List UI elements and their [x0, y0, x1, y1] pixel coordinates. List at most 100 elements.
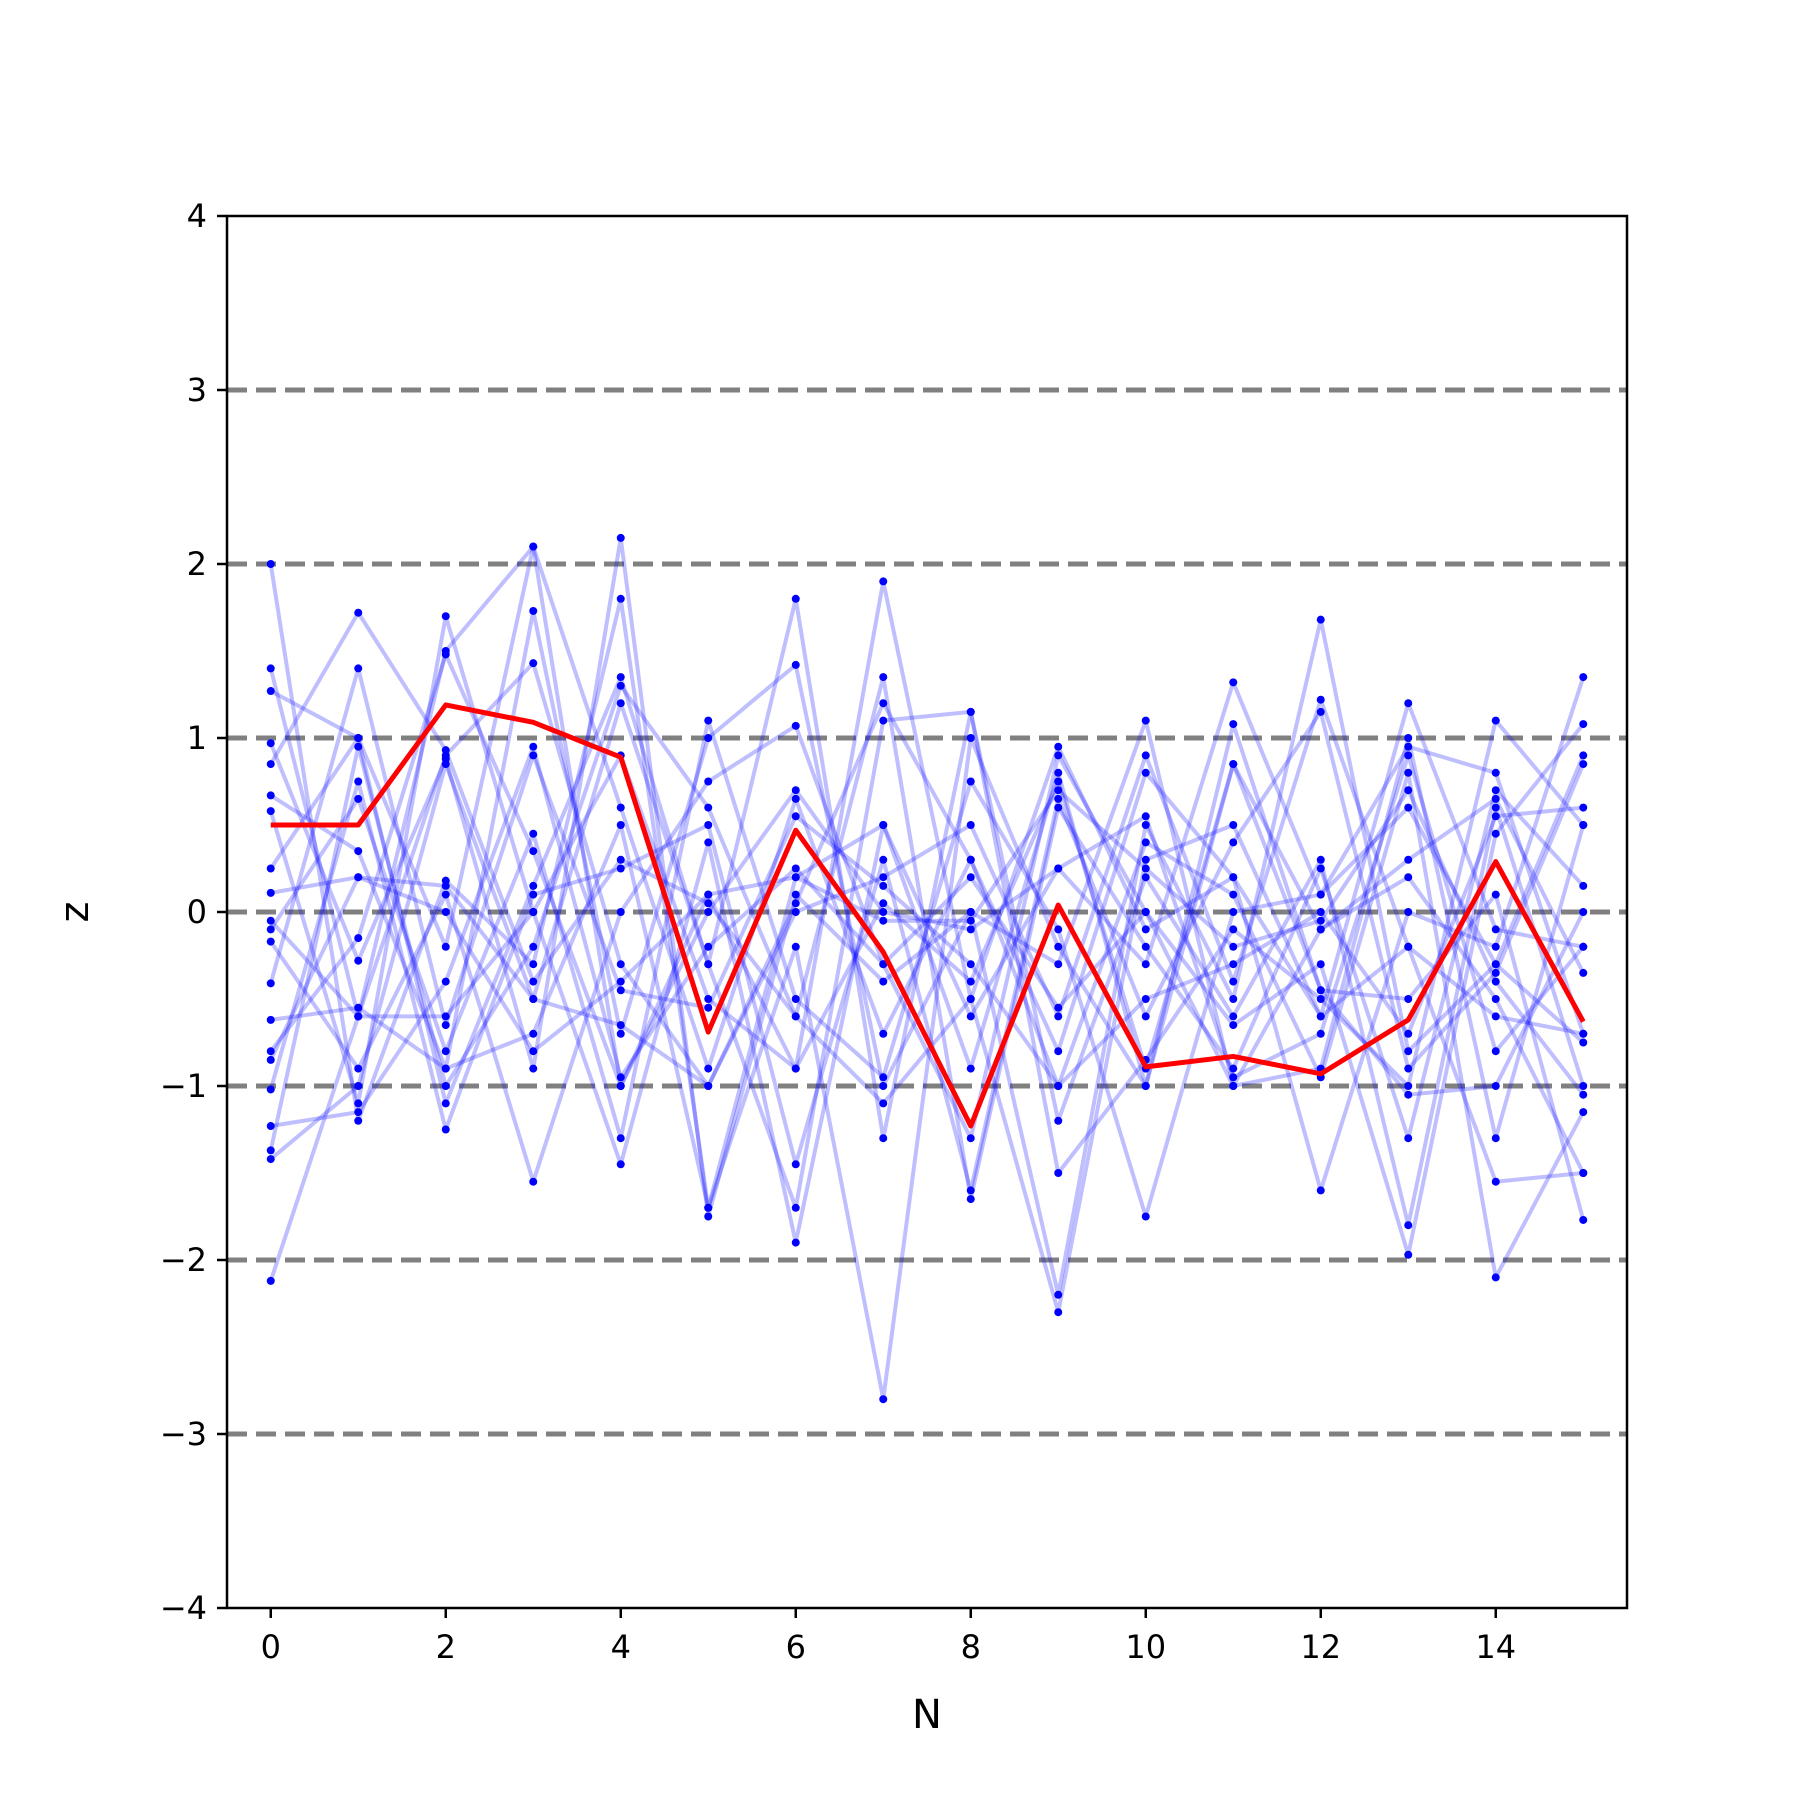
series-point: [441, 1099, 450, 1108]
series-point: [1141, 768, 1150, 777]
series-point: [1579, 1038, 1588, 1047]
series-point: [966, 707, 975, 716]
series-point: [266, 664, 275, 673]
x-tick-label: 2: [436, 1628, 456, 1666]
series-point: [1491, 786, 1500, 795]
series-point: [879, 699, 888, 708]
series-point: [966, 916, 975, 925]
series-point: [616, 1134, 625, 1143]
series-point: [441, 760, 450, 769]
series-point: [966, 1186, 975, 1195]
series-point: [1141, 1082, 1150, 1090]
series-point: [1404, 855, 1413, 864]
series-point: [966, 977, 975, 986]
series-point: [1316, 864, 1325, 873]
series-point: [1404, 1064, 1413, 1073]
series-point: [1316, 1186, 1325, 1195]
series-point: [441, 650, 450, 659]
series-point: [266, 937, 275, 946]
y-tick-label: −4: [160, 1589, 207, 1627]
series-line: [269, 608, 1586, 1141]
x-tick-label: 0: [261, 1628, 281, 1666]
series-point: [1491, 803, 1500, 812]
series-point: [616, 986, 625, 995]
series-point: [616, 855, 625, 864]
series-point: [966, 734, 975, 742]
series-point: [1229, 873, 1238, 882]
series-point: [1491, 1134, 1500, 1143]
series-point: [1141, 812, 1150, 821]
series-point: [529, 1029, 538, 1038]
series-point: [704, 803, 713, 812]
series-point: [1491, 942, 1500, 951]
series-point: [966, 925, 975, 934]
x-tick-label: 12: [1300, 1628, 1341, 1666]
series-point: [529, 742, 538, 751]
series-point: [704, 1212, 713, 1221]
series-point: [879, 1082, 888, 1090]
series-point: [1404, 742, 1413, 751]
series-point: [1404, 768, 1413, 777]
series-point: [616, 908, 625, 916]
series-point: [966, 1064, 975, 1073]
series-point: [1491, 1273, 1500, 1282]
series-point: [529, 751, 538, 760]
series-point: [354, 1082, 363, 1090]
series-point: [791, 594, 800, 603]
series-point: [1579, 803, 1588, 812]
series-point: [1404, 1221, 1413, 1230]
series-point: [879, 916, 888, 925]
series-point: [704, 995, 713, 1003]
series-point: [966, 855, 975, 864]
series-point: [266, 1122, 275, 1131]
series-line: [268, 753, 1586, 1282]
series-point: [616, 533, 625, 542]
series-point: [791, 1160, 800, 1169]
series-point: [879, 716, 888, 725]
series-point: [616, 803, 625, 812]
series-point: [441, 1082, 450, 1090]
series-point: [1229, 720, 1238, 729]
series-point: [529, 960, 538, 969]
series-point: [529, 542, 538, 551]
series-point: [529, 942, 538, 951]
series-point: [879, 577, 888, 586]
series-point: [529, 881, 538, 890]
series-point: [354, 734, 363, 742]
series-point: [704, 1203, 713, 1212]
series-point: [1316, 890, 1325, 899]
series-point: [704, 838, 713, 847]
series-point: [1316, 1029, 1325, 1038]
series-line: [269, 722, 1585, 1257]
y-tick-label: −3: [160, 1415, 207, 1453]
series-point: [1404, 786, 1413, 795]
series-point: [791, 908, 800, 916]
series-point: [1054, 942, 1063, 951]
series-point: [1316, 960, 1325, 969]
series-point: [1141, 855, 1150, 864]
series-point: [1229, 908, 1238, 916]
series-point: [1141, 1012, 1150, 1021]
series-point: [1141, 1212, 1150, 1221]
series-point: [1054, 960, 1063, 969]
series-point: [1316, 855, 1325, 864]
series-point: [354, 1012, 363, 1021]
series-line: [269, 701, 1584, 1161]
series-point: [704, 1064, 713, 1073]
series-point: [1054, 1169, 1063, 1177]
series-point: [1229, 821, 1238, 829]
series-point: [791, 942, 800, 951]
series-line: [269, 661, 1584, 1088]
series-point: [1404, 908, 1413, 916]
series-point: [1491, 829, 1500, 838]
series-point: [791, 1012, 800, 1021]
series-point: [1404, 942, 1413, 951]
y-axis-label: z: [52, 902, 98, 923]
highlight-series-line: [270, 702, 1586, 1129]
series-point: [354, 934, 363, 943]
series-point: [791, 812, 800, 821]
series-point: [1054, 751, 1063, 760]
series-line: [269, 596, 1586, 1228]
series-point: [1054, 768, 1063, 777]
series-point: [1054, 786, 1063, 795]
